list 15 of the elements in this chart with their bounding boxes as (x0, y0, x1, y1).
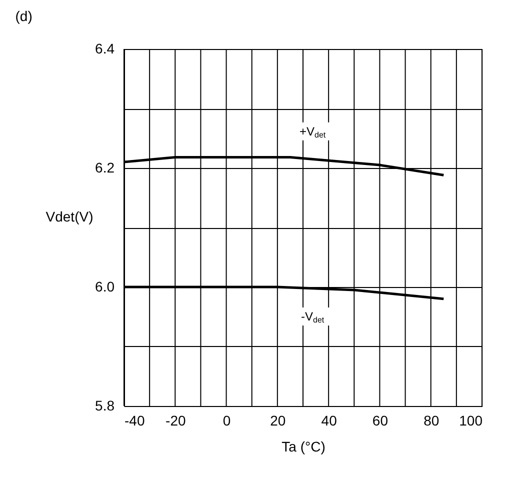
x-axis-title: Ta (°C) (282, 438, 326, 454)
x-tick-label: 20 (270, 412, 286, 428)
x-tick-label: -40 (124, 412, 145, 428)
x-tick-label: 0 (222, 412, 231, 428)
y-tick-label: 6.0 (95, 278, 115, 294)
x-tick-label: -20 (166, 412, 186, 428)
y-axis-title: Vdet(V) (46, 208, 94, 224)
x-tick-label: 100 (459, 412, 483, 428)
x-tick-label: 60 (372, 412, 388, 428)
x-tick-label: 80 (424, 412, 440, 428)
x-tick-label: 40 (321, 412, 338, 428)
y-tick-label: 6.2 (95, 160, 115, 176)
chart-title: (d) (15, 8, 32, 24)
y-tick-label: 5.8 (95, 398, 115, 414)
y-tick-label: 6.4 (95, 40, 115, 56)
